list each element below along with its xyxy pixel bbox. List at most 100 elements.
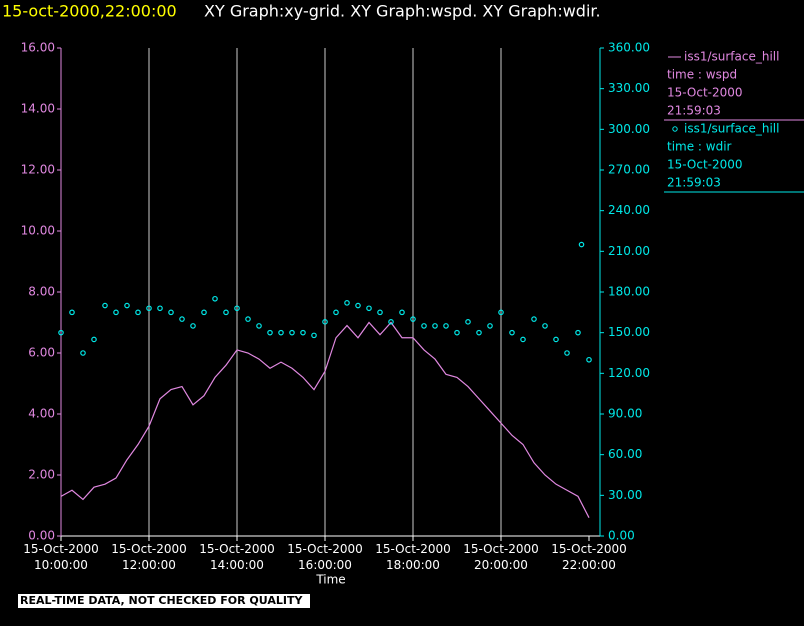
wdir-point xyxy=(443,323,449,329)
wdir-point xyxy=(91,336,97,343)
wdir-point xyxy=(564,350,570,356)
wdir-point xyxy=(377,309,383,316)
x-tick-label-line: 15-Oct-2000 xyxy=(375,542,451,556)
wdir-point xyxy=(58,329,64,336)
y-tick-label: 12.00 xyxy=(21,163,55,177)
footer: REAL-TIME DATA, NOT CHECKED FOR QUALITY xyxy=(20,594,303,607)
wdir-point xyxy=(135,309,141,316)
x-tick-label: 15-Oct-2000 22:00:00 xyxy=(551,542,627,572)
wspd-line xyxy=(60,321,590,518)
wdir-point xyxy=(234,305,240,312)
wdir-point xyxy=(509,329,515,336)
y-tick-label: 0.00 xyxy=(28,529,55,543)
wdir-point xyxy=(399,309,405,316)
legend-line: 21:59:03 xyxy=(667,176,721,190)
wdir-point xyxy=(179,316,185,322)
y-tick-label: 14.00 xyxy=(21,102,55,116)
wdir-point xyxy=(476,329,482,336)
chart-title: 15-oct-2000,22:00:00 xyxy=(2,2,177,21)
wdir-point xyxy=(498,309,504,316)
footer-box xyxy=(18,594,310,608)
wdir-point xyxy=(245,316,251,322)
wdir-point xyxy=(157,305,163,312)
wdir-point xyxy=(146,305,152,312)
x-tick-label-line: 15-Oct-2000 xyxy=(23,542,99,556)
legend-line: time : wspd xyxy=(667,68,737,82)
y-tick-label: 8.00 xyxy=(28,285,55,299)
x-tick-label: 15-Oct-2000 16:00:00 xyxy=(287,542,363,572)
wdir-point xyxy=(311,332,317,339)
legend-line: 21:59:03 xyxy=(667,104,721,118)
x-tick-label-line: 18:00:00 xyxy=(386,558,440,572)
wdir-point xyxy=(575,329,581,336)
wdir-point xyxy=(168,309,174,316)
x-tick-label-line: 12:00:00 xyxy=(122,558,176,572)
x-tick-label: 15-Oct-2000 14:00:00 xyxy=(199,542,275,572)
wdir-point xyxy=(432,323,438,329)
y2-tick-label: 360.00 xyxy=(608,41,650,55)
y2-tick-label: 270.00 xyxy=(608,163,650,177)
wdir-point xyxy=(300,329,306,336)
x-tick-label: 15-Oct-2000 12:00:00 xyxy=(111,542,187,572)
y2-tick-label: 30.00 xyxy=(608,488,642,502)
legend-line: 15-Oct-2000 xyxy=(667,86,743,100)
wdir-point xyxy=(586,356,592,363)
wdir-point xyxy=(578,241,585,248)
x-tick-label: 15-Oct-2000 10:00:00 xyxy=(23,542,99,572)
wdir-point xyxy=(223,309,229,316)
y-tick-label: 6.00 xyxy=(28,346,55,360)
x-tick-label-line: 20:00:00 xyxy=(474,558,528,572)
legend-line: 15-Oct-2000 xyxy=(667,158,743,172)
x-tick-label-line: 10:00:00 xyxy=(34,558,88,572)
legend-name: iss1/surface_hill xyxy=(684,122,779,136)
y2-tick-label: 60.00 xyxy=(608,447,642,461)
x-tick-label-line: 22:00:00 xyxy=(562,558,616,572)
y2-tick-label: 210.00 xyxy=(608,244,650,258)
wdir-point xyxy=(267,329,273,336)
wdir-point xyxy=(212,295,218,302)
wdir-point xyxy=(278,329,284,336)
wdir-point xyxy=(410,316,416,322)
x-tick-label-line: 15-Oct-2000 xyxy=(111,542,187,556)
wdir-point xyxy=(421,323,427,329)
wdir-point xyxy=(344,300,350,306)
y2-tick-label: 240.00 xyxy=(608,203,650,217)
wdir-point xyxy=(366,305,372,312)
wdir-point xyxy=(454,329,460,336)
wdir-point xyxy=(465,319,471,325)
y-tick-label: 4.00 xyxy=(28,407,55,421)
y2-tick-label: 300.00 xyxy=(608,122,650,136)
wdir-point xyxy=(190,323,196,329)
y2-tick-label: 330.00 xyxy=(608,81,650,95)
y2-tick-label: 150.00 xyxy=(608,325,650,339)
wdir-point xyxy=(113,309,119,316)
x-tick-label: 15-Oct-2000 20:00:00 xyxy=(463,542,539,572)
wdir-point xyxy=(531,316,537,322)
wdir-point xyxy=(388,319,394,325)
y2-tick-label: 0.00 xyxy=(608,529,635,543)
wdir-point xyxy=(322,319,328,325)
legend-line: time : wdir xyxy=(667,140,732,154)
x-tick-label-line: 15-Oct-2000 xyxy=(551,542,627,556)
legend-name: iss1/surface_hill xyxy=(684,50,779,64)
wdir-point xyxy=(487,323,493,329)
x-tick-label-line: 16:00:00 xyxy=(298,558,352,572)
x-tick-label-line: 15-Oct-2000 xyxy=(199,542,275,556)
wdir-point xyxy=(520,336,526,343)
wdir-point xyxy=(256,323,262,329)
x-tick-label: 15-Oct-2000 18:00:00 xyxy=(375,542,451,572)
legend-swatch xyxy=(672,126,678,132)
x-axis-label: Time xyxy=(315,573,345,587)
y-tick-label: 2.00 xyxy=(28,468,55,482)
wdir-point xyxy=(333,309,339,316)
wdir-point xyxy=(553,336,559,343)
wdir-point xyxy=(201,309,207,316)
wdir-point xyxy=(124,302,130,309)
y2-tick-label: 90.00 xyxy=(608,407,642,421)
x-tick-label-line: 15-Oct-2000 xyxy=(463,542,539,556)
wdir-point xyxy=(69,309,75,316)
wdir-point xyxy=(80,350,86,356)
y2-tick-label: 120.00 xyxy=(608,366,650,380)
x-tick-label-line: 14:00:00 xyxy=(210,558,264,572)
